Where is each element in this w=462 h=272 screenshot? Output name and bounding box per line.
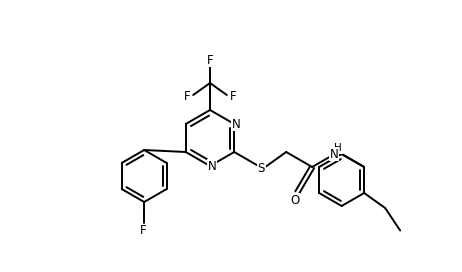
Text: S: S xyxy=(257,162,265,175)
Text: F: F xyxy=(207,54,213,67)
Text: O: O xyxy=(291,194,300,207)
Text: N: N xyxy=(207,159,216,172)
Text: F: F xyxy=(230,91,236,104)
Text: N: N xyxy=(330,147,339,160)
Text: F: F xyxy=(140,224,146,237)
Text: F: F xyxy=(184,91,190,104)
Text: N: N xyxy=(232,118,241,131)
Text: H: H xyxy=(334,143,342,153)
